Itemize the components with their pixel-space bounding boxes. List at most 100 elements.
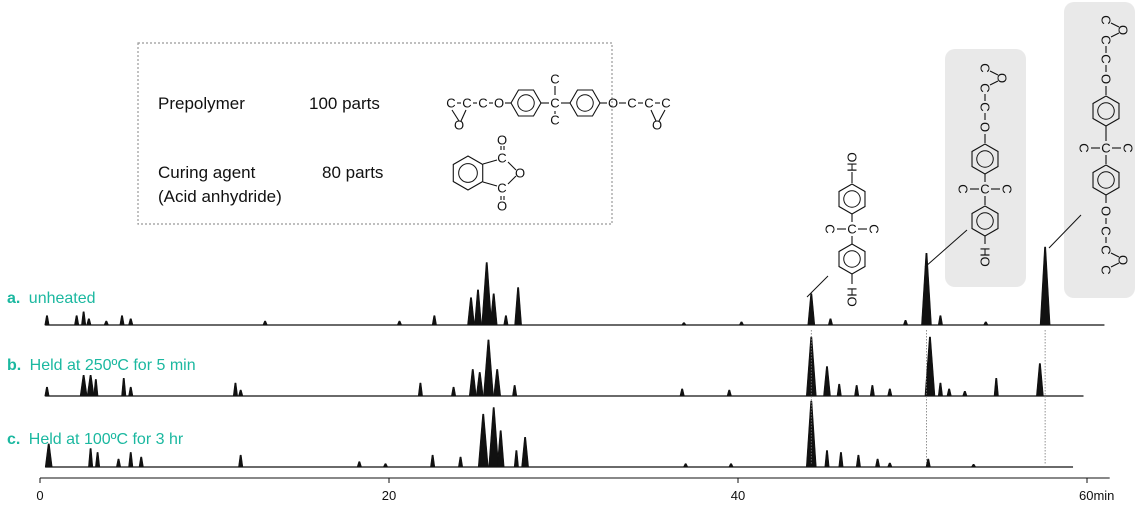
chromatogram-peak: [467, 297, 475, 326]
chromatogram-peak: [417, 382, 423, 397]
structure-atom-label: O: [497, 133, 507, 148]
chromatogram-peak: [983, 321, 989, 326]
structure-benzene-ring: [971, 205, 999, 237]
chromatogram-peak: [44, 315, 50, 326]
chromatogram-peak: [875, 458, 881, 468]
chromatogram-peak: [513, 450, 519, 468]
structure-atom-label: C: [1121, 143, 1135, 152]
structure-atom-label: C: [1101, 141, 1110, 156]
structure-atom-label: C: [980, 182, 989, 197]
chromatogram-peak: [81, 311, 87, 326]
structure-atom-label: HO: [978, 247, 993, 267]
chromatogram-peak: [44, 386, 50, 397]
structure-atom-label: C: [1099, 265, 1114, 274]
chromatogram-peak: [903, 320, 909, 326]
chromatogram-peak: [95, 452, 101, 468]
structure-benzene-ring: [1092, 95, 1120, 127]
chromatogram-peak: [74, 315, 80, 326]
structure-atom-label: C: [1099, 15, 1114, 24]
structure-aromatic-circle: [976, 150, 994, 168]
trace-name-a: unheated: [29, 290, 96, 307]
x-tick-label: 0: [36, 488, 43, 503]
structure-atom-label: C: [1099, 245, 1114, 254]
structure-aromatic-circle: [843, 190, 861, 208]
structure-atom-label: C: [1099, 35, 1114, 44]
structure-atom-label: C: [550, 72, 559, 87]
chromatogram-peak: [962, 390, 968, 397]
structure-atom-label: C: [1000, 184, 1015, 193]
structure-atom-label: C: [627, 96, 636, 111]
structure-aromatic-circle: [1097, 171, 1115, 189]
trace-a: [44, 246, 1105, 326]
chromatogram-peak: [451, 386, 457, 397]
chromatogram-peak: [937, 315, 943, 326]
chromatogram-peak: [493, 369, 501, 397]
structure-aromatic-circle: [843, 250, 861, 268]
chromatogram-peak: [383, 463, 389, 468]
structure-bond: [482, 159, 498, 165]
structure-atom-label: O: [978, 122, 993, 132]
structure-atom-label: C: [446, 96, 455, 111]
structure-benzene-ring: [838, 183, 866, 215]
trace-label-c: c. Held at 100ºC for 3 hr: [7, 431, 184, 448]
structure-benzene-ring: [510, 89, 542, 117]
structure-atom-label: C: [978, 102, 993, 111]
structure-aromatic-circle: [576, 94, 594, 112]
structure-aromatic-circle: [1097, 102, 1115, 120]
chromatogram-peak: [475, 372, 484, 397]
chromatogram-peak: [925, 458, 931, 468]
structure-atom-label: C: [550, 96, 559, 111]
chromatogram-peak: [396, 320, 402, 326]
chromatogram-peak: [116, 458, 122, 468]
structure-atom-label: O: [497, 199, 507, 214]
structure-atom-label: C: [823, 224, 838, 233]
structure-bond: [482, 181, 498, 187]
peak-leader-line: [924, 229, 968, 268]
structure-bond: [658, 109, 666, 122]
structure-atom-label: O: [652, 118, 662, 133]
chromatogram-peak: [681, 322, 687, 326]
legend-curing-agent-amount: 80 parts: [322, 163, 383, 182]
chromatogram-peak: [738, 321, 744, 326]
chromatogram-traces: [44, 246, 1105, 468]
chromatogram-peak: [946, 388, 952, 397]
structure-atom-label: C: [978, 83, 993, 92]
chromatogram-peak: [238, 389, 244, 397]
legend-box: Prepolymer 100 parts Curing agent 80 par…: [137, 42, 671, 225]
peak-leader-line: [1048, 214, 1082, 249]
chromatogram-peak: [128, 452, 134, 468]
chromatogram-peak: [993, 378, 999, 397]
chromatogram-peak: [921, 252, 932, 326]
chromatogram-peak: [824, 450, 830, 468]
chromatogram-peak: [521, 437, 529, 468]
structure-atom-label: O: [494, 96, 504, 111]
chromatogram-peak: [679, 388, 685, 397]
chromatogram-peak: [103, 320, 109, 326]
chromatogram-peak: [430, 454, 436, 468]
structure-atom-label: C: [644, 96, 653, 111]
chromatogram-peak: [503, 315, 509, 326]
chromatogram-peak: [474, 289, 482, 326]
chromatogram-peak: [683, 463, 689, 468]
chromatogram-peak: [238, 454, 244, 468]
chromatogram-peak: [468, 369, 477, 397]
structure-benzene-ring: [452, 155, 484, 191]
structure-bond: [989, 70, 999, 76]
legend-border: [137, 42, 613, 225]
chromatogram-peak: [86, 375, 95, 397]
structure-atom-label: O: [515, 166, 525, 181]
structure-atom-label: OH: [845, 152, 860, 172]
chromatogram-peak: [477, 413, 489, 468]
structure-bond: [507, 175, 517, 185]
trace-name-c: Held at 100ºC for 3 hr: [29, 431, 184, 448]
chromatogram-peak: [496, 430, 505, 468]
chromatogram-peak: [458, 456, 464, 468]
chromatogram-peak: [356, 461, 362, 468]
trace-b: [44, 336, 1084, 397]
structure-atom-label: O: [1099, 74, 1114, 84]
